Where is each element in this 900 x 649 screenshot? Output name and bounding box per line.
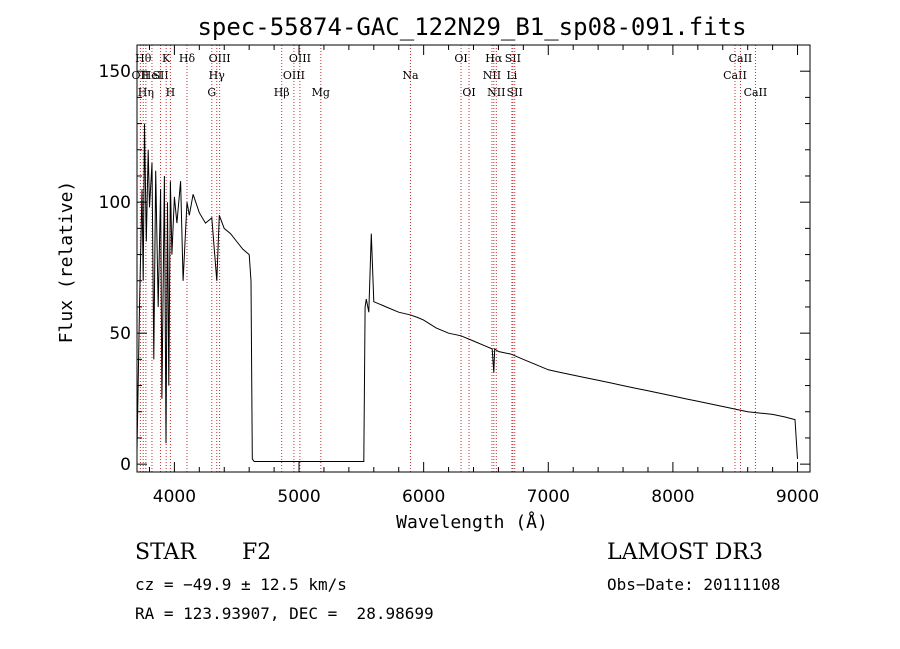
line-marker-label: OIII (209, 52, 231, 65)
line-marker-label: CaII (723, 69, 747, 82)
line-marker-label: Li (506, 69, 517, 82)
x-tick-labels: 4000 5000 6000 7000 8000 9000 (153, 487, 819, 507)
x-tick-label: 7000 (527, 487, 570, 507)
line-marker-label: Hθ (135, 52, 152, 65)
line-marker-label: CaII (744, 86, 768, 99)
y-axis-label: Flux (relative) (56, 181, 77, 344)
x-tick-label: 9000 (776, 487, 819, 507)
obs-date: Obs−Date: 20111108 (607, 575, 781, 594)
x-tick-label: 4000 (153, 487, 196, 507)
line-marker-label: H (166, 86, 176, 99)
line-marker-label: OI (454, 52, 467, 65)
redshift-line: cz = −49.9 ± 12.5 km/s (135, 575, 347, 594)
line-marker-label: Hα (485, 52, 503, 65)
object-subclass: F2 (242, 540, 272, 565)
line-marker-label: NII (483, 69, 501, 82)
line-marker-label: OI (462, 86, 475, 99)
line-marker-label: Hγ (209, 69, 226, 82)
plot-frame (136, 44, 811, 473)
y-tick-label: 50 (109, 324, 131, 344)
line-marker-label: OIII (289, 52, 311, 65)
line-marker-label: OII (132, 69, 150, 82)
y-tick-label: 100 (99, 193, 131, 213)
spectrum-line (136, 123, 798, 462)
line-marker-label: G (207, 86, 216, 99)
line-marker-label: OIII (283, 69, 305, 82)
coordinates: RA = 123.93907, DEC = 28.98699 (135, 604, 434, 623)
line-marker-label: CaII (729, 52, 753, 65)
line-marker-label: Hη (138, 86, 154, 99)
object-class: STAR (135, 540, 196, 565)
line-marker-label: NII (487, 86, 505, 99)
x-axis-label: Wavelength (Å) (396, 511, 548, 533)
line-marker-label: Na (402, 69, 419, 82)
line-marker-label: SII (505, 52, 521, 65)
line-marker-label: Mg (312, 86, 330, 99)
line-marker-label: SII (152, 69, 168, 82)
chart-title: spec-55874-GAC_122N29_B1_sp08-091.fits (197, 13, 746, 41)
y-tick-labels: 0 50 100 150 (99, 62, 131, 475)
line-marker-label: Hδ (179, 52, 196, 65)
survey-label: LAMOST DR3 (607, 540, 763, 565)
y-tick-label: 0 (120, 455, 131, 475)
x-tick-label: 8000 (651, 487, 694, 507)
line-marker-label: K (162, 52, 171, 65)
y-tick-label: 150 (99, 62, 131, 82)
line-markers: OIIHθHηHeISIIKHHδGHγOIIIHβOIIIOIIIMgNaOI… (132, 45, 768, 472)
axis-ticks (137, 45, 810, 472)
line-marker-label: Hβ (274, 86, 290, 99)
x-tick-label: 5000 (277, 487, 320, 507)
line-marker-label: HeI (142, 69, 162, 82)
line-marker-label: SII (507, 86, 523, 99)
x-tick-label: 6000 (402, 487, 445, 507)
